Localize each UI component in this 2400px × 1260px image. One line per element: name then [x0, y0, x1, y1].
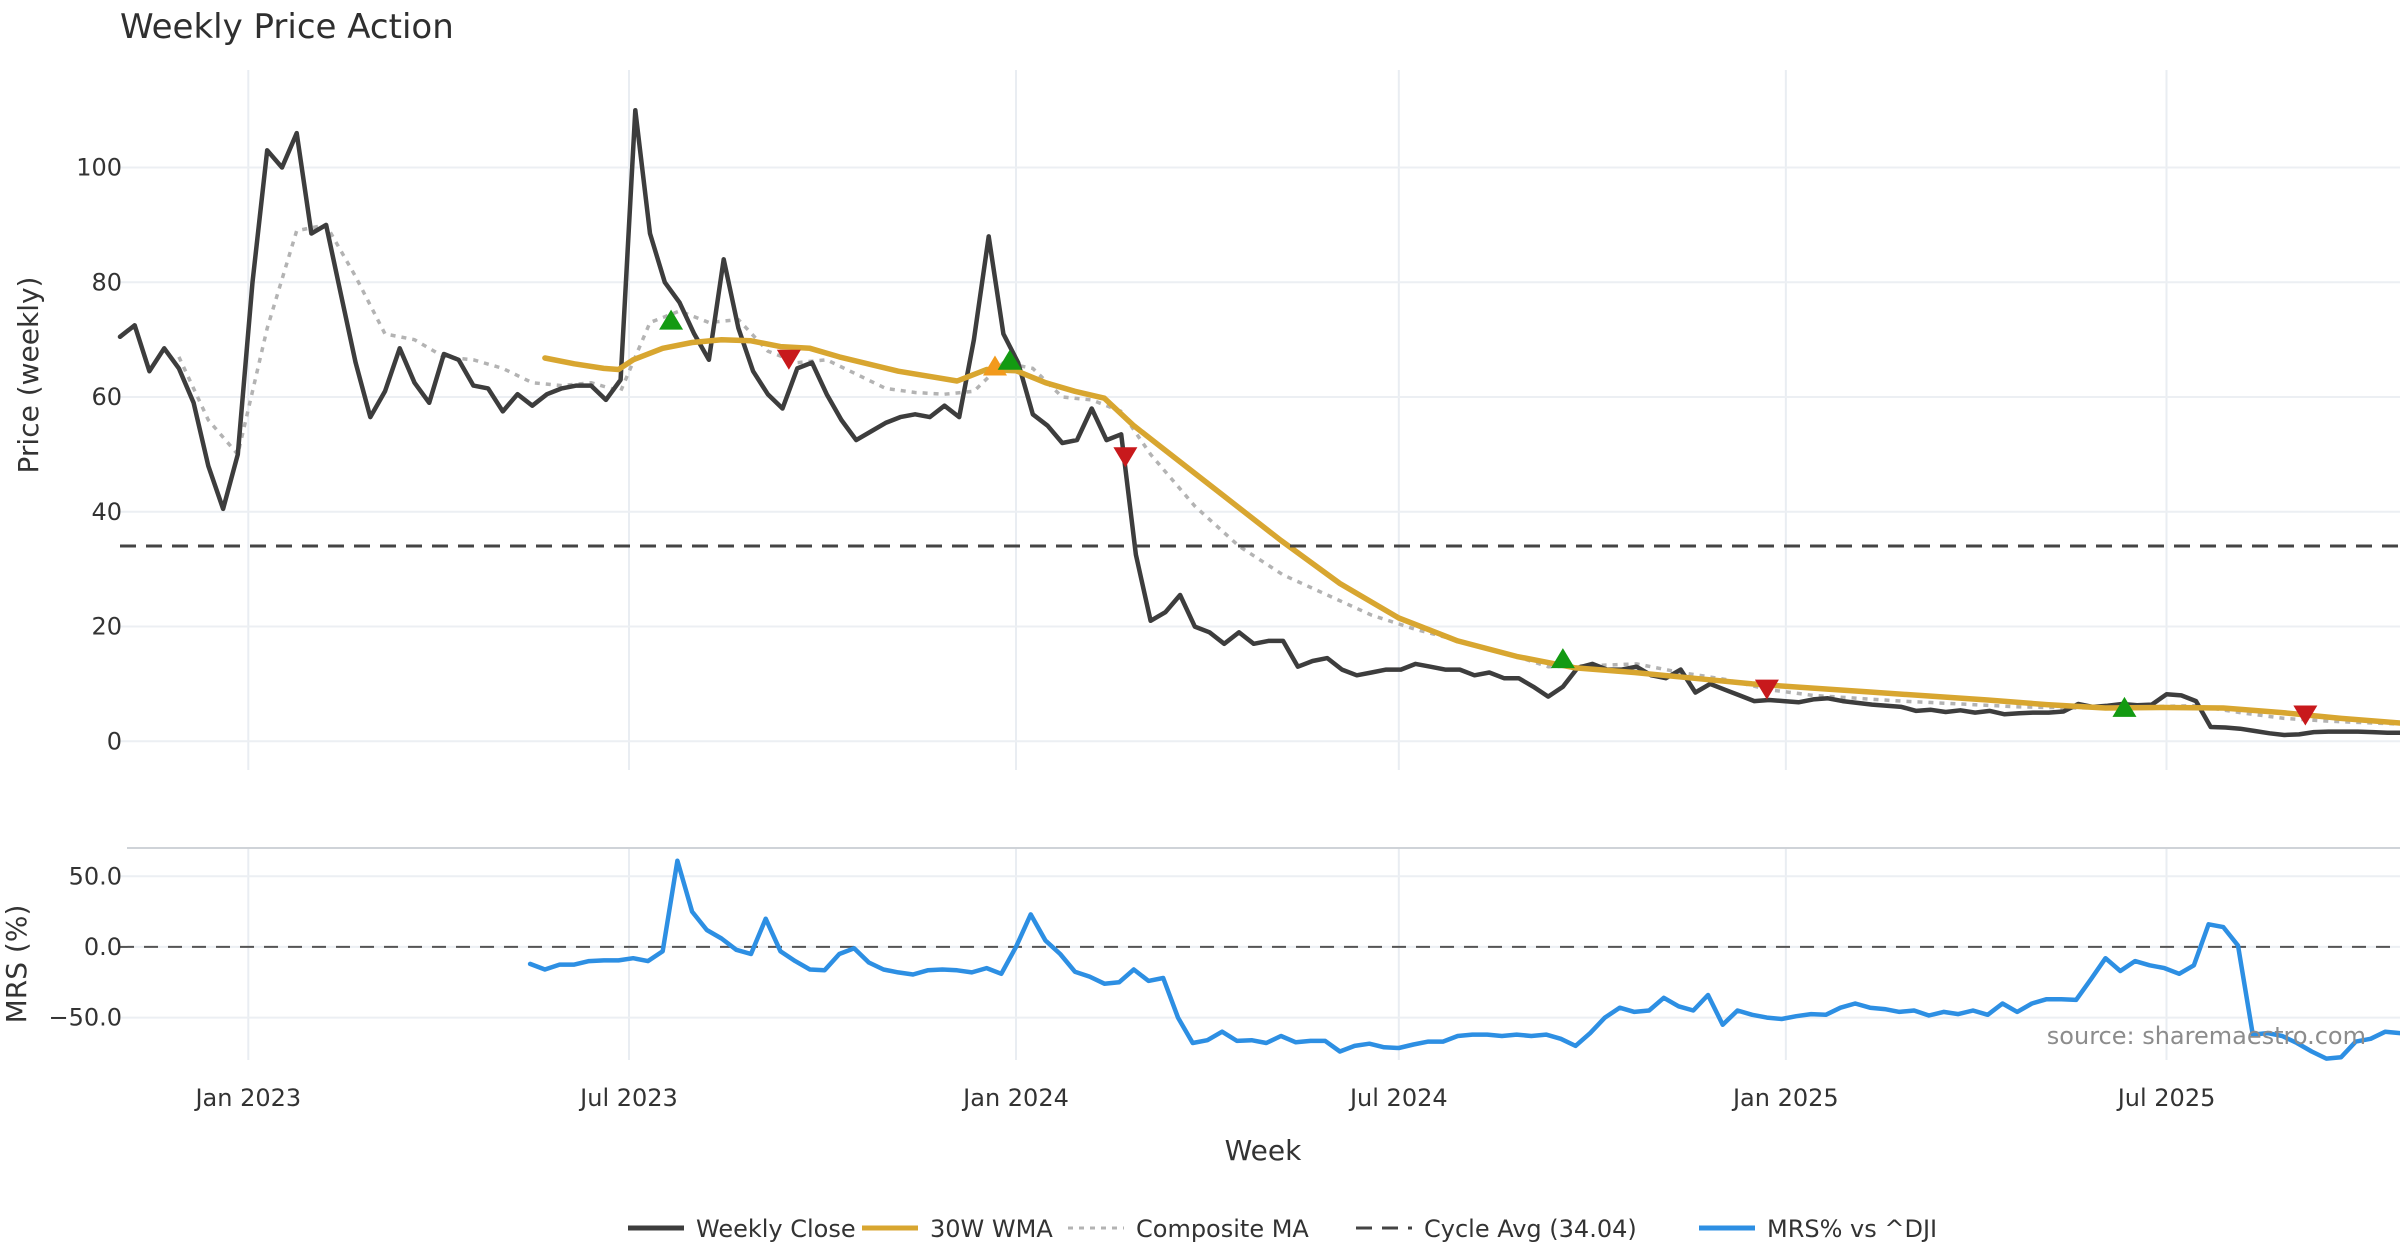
mrs-y-axis-label: MRS (%) [0, 905, 33, 1024]
x-tick-label: Jul 2024 [1348, 1084, 1448, 1112]
weekly-close-line [117, 107, 2400, 738]
source-note: source: sharemaestro.com [2047, 1022, 2366, 1050]
grid-lines [120, 70, 2400, 1060]
x-tick-label: Jul 2025 [2116, 1084, 2216, 1112]
tick-labels: Jan 2023 Jul 2023 Jan 2024 Jul 2024 Jan 2025… [48, 154, 2215, 1112]
buy-signal-marker [997, 349, 1022, 370]
mrs-vs-dji-legend-label: MRS% vs ^DJI [1767, 1215, 1937, 1243]
reference-lines [120, 847, 2400, 948]
price-y-tick-label: 100 [76, 154, 122, 182]
x-axis-label: Week [1225, 1134, 1302, 1167]
buy-signal-marker [659, 309, 684, 330]
mrs-y-tick-label: 0.0 [84, 933, 122, 961]
x-tick-label: Jan 2025 [1731, 1084, 1839, 1112]
buy-signal-marker [2112, 696, 2137, 717]
mrs-y-tick-label: 50.0 [69, 862, 122, 890]
x-tick-label: Jan 2023 [193, 1084, 301, 1112]
30w-wma-line [542, 336, 2400, 726]
series-lines [117, 107, 2400, 1061]
composite-ma-legend-label: Composite MA [1136, 1215, 1309, 1243]
price-y-axis-label: Price (weekly) [12, 277, 45, 474]
x-tick-label: Jul 2023 [578, 1084, 678, 1112]
chart-title: Weekly Price Action [120, 7, 454, 47]
mrs-y-tick-label: −50.0 [48, 1004, 122, 1032]
cycle-avg-34-04-legend-label: Cycle Avg (34.04) [1424, 1215, 1637, 1243]
sell-signal-marker [776, 349, 801, 370]
mrs-vs-dji-line [527, 858, 2400, 1061]
buy-signal-marker [982, 355, 1007, 376]
signal-markers [659, 309, 2318, 726]
price-y-tick-label: 0 [107, 727, 122, 755]
sell-signal-marker [2293, 705, 2318, 726]
sell-signal-marker [1113, 447, 1138, 468]
price-y-tick-label: 80 [91, 268, 122, 296]
price-y-tick-label: 20 [91, 613, 122, 641]
legend: Weekly Close 30W WMA Composite MA Cycle Avg… [628, 1215, 1937, 1243]
weekly-close-legend-label: Weekly Close [696, 1215, 856, 1243]
x-tick-label: Jan 2024 [961, 1084, 1069, 1112]
price-y-tick-label: 40 [91, 498, 122, 526]
price-y-tick-label: 60 [91, 383, 122, 411]
buy-signal-marker [1550, 648, 1575, 669]
30w-wma-legend-label: 30W WMA [930, 1215, 1053, 1243]
sell-signal-marker [1754, 679, 1779, 700]
